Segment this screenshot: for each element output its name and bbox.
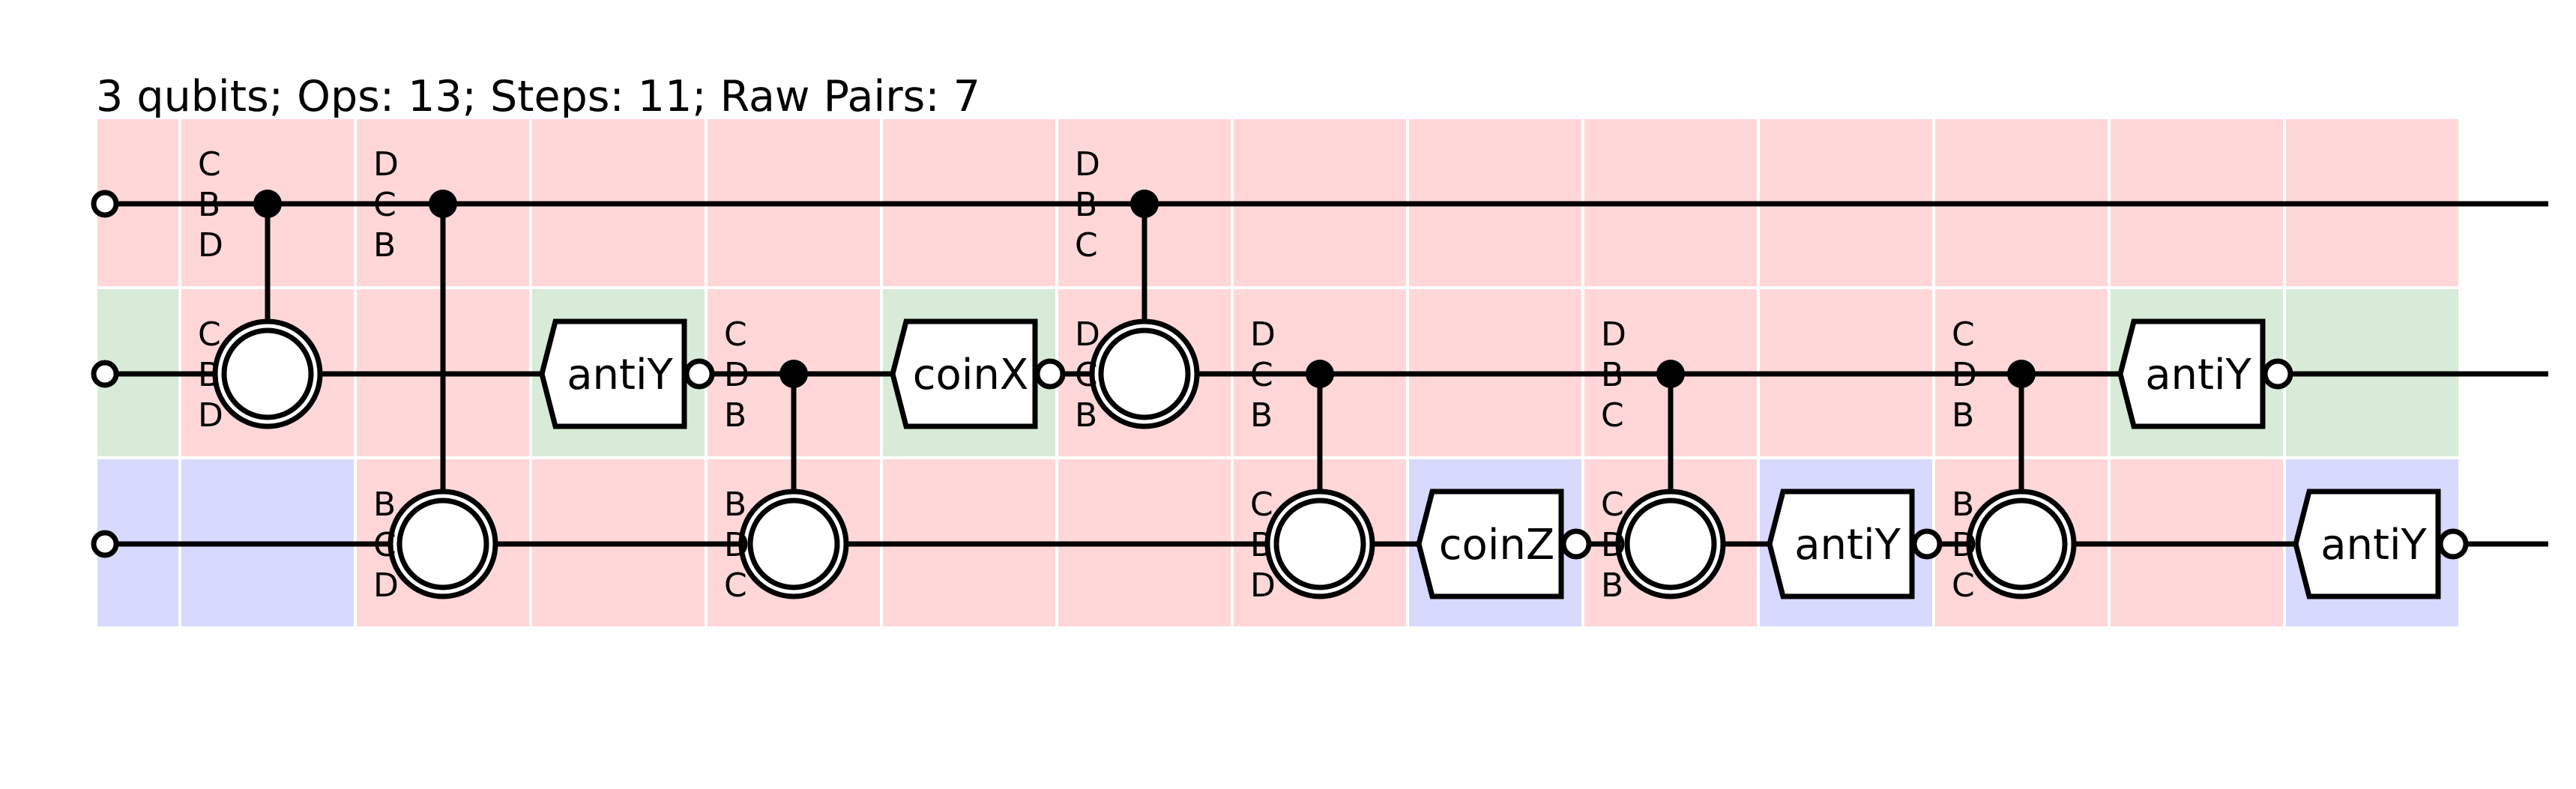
gate-box — [1416, 489, 1564, 599]
control-dot — [1656, 360, 1685, 388]
annotation-letter: C — [1250, 356, 1273, 394]
gate-label: antiY — [2320, 521, 2427, 569]
gate-box — [2293, 489, 2441, 599]
circuit-ops: antiY coinX coinZ antiY antiY antiY — [212, 190, 2469, 599]
wire-annotations: CBDCBDDCBBCDCDBBDCDBCDCBDCBCBDDBCCDBCDBB… — [198, 145, 1977, 605]
annotation-letter: C — [1601, 486, 1624, 524]
annotation-letter: D — [1250, 315, 1276, 354]
annotation-letter: C — [724, 315, 747, 354]
annotation-letter: C — [1952, 315, 1975, 354]
control-dot — [253, 190, 282, 218]
annotation-letter: C — [198, 315, 221, 354]
annotation-letter: B — [198, 356, 220, 394]
annotation-letter: B — [1075, 186, 1097, 224]
target-inner-ring — [1098, 327, 1191, 420]
target-inner-ring — [1273, 498, 1366, 590]
control-dot — [1306, 360, 1334, 388]
annotation-letter: D — [1075, 315, 1100, 354]
control-dot — [1130, 190, 1159, 218]
gate-label: coinZ — [1439, 521, 1554, 569]
gate-output-circle — [2437, 528, 2469, 560]
annotation-letter: C — [373, 186, 396, 224]
control-dot — [429, 190, 457, 218]
gate-output-circle — [1911, 528, 1943, 560]
annotation-letter: D — [198, 396, 223, 435]
annotation-letter: B — [1952, 396, 1974, 435]
annotation-letter: B — [1952, 486, 1974, 524]
annotation-letter: D — [724, 526, 749, 564]
annotation-letter: D — [1601, 526, 1626, 564]
target-inner-ring — [221, 327, 314, 420]
annotation-letter: B — [373, 486, 396, 524]
gate-box — [890, 318, 1038, 429]
wire-start-circle — [91, 190, 119, 218]
annotation-letter: C — [724, 566, 747, 605]
gate-box — [2117, 318, 2266, 429]
annotation-letter: D — [1952, 526, 1977, 564]
annotation-letter: B — [373, 226, 396, 264]
control-dot — [779, 360, 808, 388]
annotation-letter: D — [1075, 145, 1100, 184]
annotation-letter: B — [198, 186, 220, 224]
gate-box — [1767, 489, 1915, 599]
annotation-letter: D — [373, 145, 399, 184]
annotation-letter: C — [198, 145, 221, 184]
gate-box — [539, 318, 687, 429]
annotation-letter: D — [724, 356, 749, 394]
annotation-letter: B — [1250, 526, 1273, 564]
annotation-letter: C — [1601, 396, 1624, 435]
gate-label: antiY — [567, 351, 673, 399]
target-inner-ring — [1975, 498, 2068, 590]
wire-start-circle — [91, 360, 119, 388]
target-inner-ring — [747, 498, 840, 590]
gate-output-circle — [1560, 528, 1592, 560]
annotation-letter: B — [1601, 356, 1623, 394]
annotation-letter: D — [1952, 356, 1977, 394]
gate-output-circle — [1034, 358, 1066, 390]
annotation-letter: D — [1250, 566, 1276, 605]
annotation-letter: B — [724, 486, 746, 524]
annotation-letter: C — [1075, 226, 1098, 264]
annotation-letter: B — [1601, 566, 1623, 605]
target-inner-ring — [1624, 498, 1717, 590]
wire-start-circle — [91, 530, 119, 558]
annotation-letter: C — [1952, 566, 1975, 605]
annotation-letter: B — [1075, 396, 1097, 435]
circuit-title: 3 qubits; Ops: 13; Steps: 11; Raw Pairs:… — [96, 72, 980, 121]
target-inner-ring — [396, 498, 489, 590]
gate-output-circle — [2262, 358, 2293, 390]
annotation-letter: C — [373, 526, 396, 564]
control-dot — [2007, 360, 2036, 388]
gate-label: antiY — [2145, 351, 2251, 399]
gate-output-circle — [684, 358, 715, 390]
annotation-letter: D — [198, 226, 223, 264]
annotation-letter: C — [1075, 356, 1098, 394]
gate-label: coinX — [913, 351, 1028, 399]
annotation-letter: B — [1250, 396, 1273, 435]
gate-label: antiY — [1794, 521, 1901, 569]
annotation-letter: D — [373, 566, 399, 605]
annotation-letter: B — [724, 396, 746, 435]
annotation-letter: D — [1601, 315, 1626, 354]
annotation-letter: C — [1250, 486, 1273, 524]
